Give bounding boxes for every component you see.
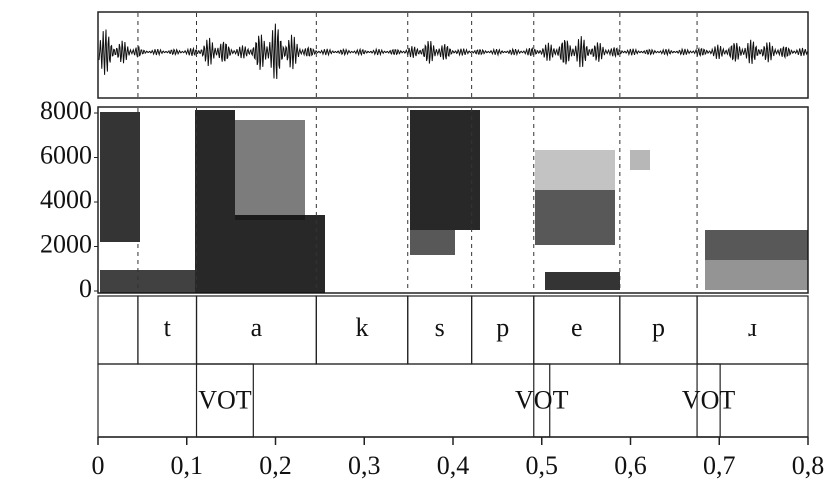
x-tick-label: 0,2 (259, 451, 292, 480)
vot-label: VOT (682, 385, 736, 414)
y-tick-label: 0 (79, 274, 92, 303)
phone-label: k (356, 313, 369, 342)
axes: 0 2000 4000 6000 8000 0 0,1 0,2 0,3 0,4 0,5 0,6 0,7 0… (40, 96, 824, 480)
y-tick-label: 8000 (40, 96, 92, 125)
phone-label: s (435, 313, 445, 342)
phone-label: t (164, 313, 172, 342)
phone-label: a (251, 313, 263, 342)
x-tick-label: 0,3 (348, 451, 381, 480)
phone-label: p (496, 313, 509, 342)
waveform (97, 11, 809, 99)
phone-label: e (571, 313, 583, 342)
tiers: t a k s p e p ɹ VOT VOT VOT (97, 13, 809, 438)
x-tick-label: 0,5 (526, 451, 559, 480)
spectrogram (97, 106, 809, 294)
x-tick-label: 0 (92, 451, 105, 480)
vot-label: VOT (515, 385, 569, 414)
y-tick-label: 6000 (40, 140, 92, 169)
x-tick-label: 0,8 (792, 451, 825, 480)
spectrogram-energy (100, 110, 808, 293)
vot-label: VOT (198, 385, 252, 414)
x-tick-label: 0,7 (703, 451, 736, 480)
phone-segment (97, 295, 139, 365)
y-tick-label: 4000 (40, 185, 92, 214)
waveform-trace (98, 23, 808, 80)
waveform-frame (97, 11, 809, 99)
x-tick-label: 0,6 (614, 451, 647, 480)
x-tick-label: 0,4 (437, 451, 470, 480)
phone-label: ɹ (748, 313, 757, 342)
x-tick-label: 0,1 (171, 451, 204, 480)
y-tick-label: 2000 (40, 229, 92, 258)
phone-label: p (652, 313, 665, 342)
